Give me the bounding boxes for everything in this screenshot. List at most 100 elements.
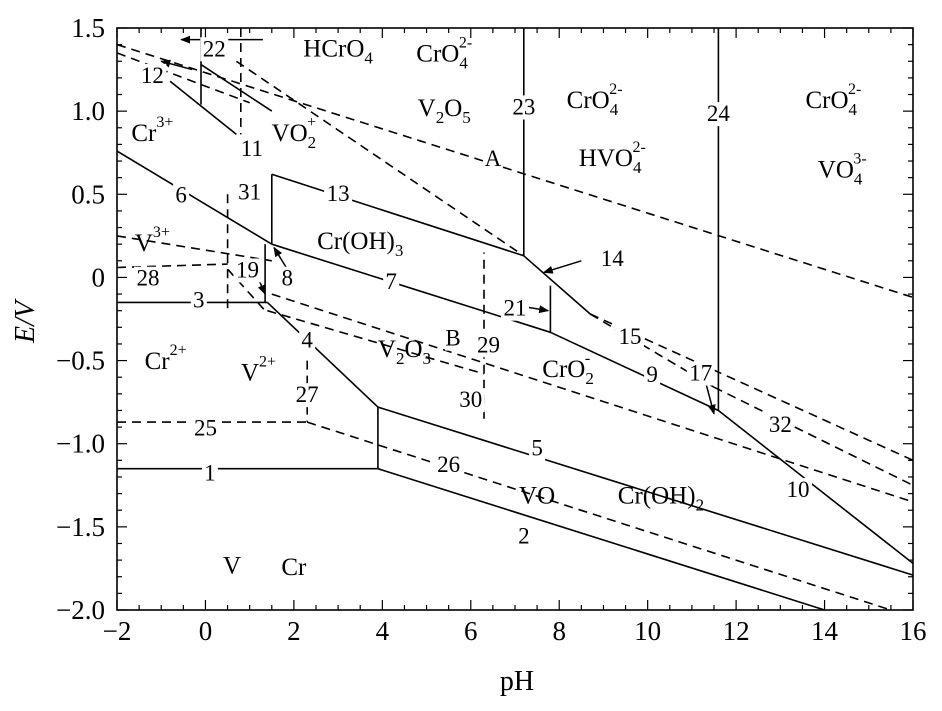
region-label: V2O5 xyxy=(418,95,471,127)
x-tick-label: 14 xyxy=(811,616,839,646)
line-label-1: 1 xyxy=(204,460,216,485)
boundary-line-26 xyxy=(306,421,892,611)
line-label-backing xyxy=(324,181,353,206)
region-label: Cr3+ xyxy=(131,114,173,147)
line-label-backing xyxy=(293,383,322,408)
region-label: Cr xyxy=(281,554,307,581)
region-label: VO xyxy=(519,483,555,510)
line-label-10: 10 xyxy=(787,477,810,502)
boundary-line-13 xyxy=(271,173,525,257)
y-tick-label: −0.5 xyxy=(56,346,105,376)
x-tick-label: 10 xyxy=(634,616,661,646)
line-label-4: 4 xyxy=(301,327,313,352)
boundary-line-6 xyxy=(116,150,273,245)
line-label-backing xyxy=(237,137,266,162)
region-label: V2O3 xyxy=(378,336,431,368)
region-label: Cr(OH)3 xyxy=(317,228,403,260)
boundary-line-9 xyxy=(550,331,719,412)
region-label: VO2+ xyxy=(272,114,317,152)
boundary-line-30 xyxy=(267,309,485,375)
region-label: V2+ xyxy=(241,354,276,387)
line-label-15: 15 xyxy=(618,324,641,349)
line-label-backing xyxy=(279,266,296,291)
line-label-backing xyxy=(133,266,162,291)
line-label-backing xyxy=(383,270,400,295)
line-label-backing xyxy=(200,37,229,62)
region-label: HVO42- xyxy=(579,139,646,177)
line-label-27: 27 xyxy=(296,382,319,407)
boundary-line-14 xyxy=(523,255,591,315)
boundary-line-5 xyxy=(377,406,914,576)
line-label-backing xyxy=(299,328,316,353)
line-label-backing xyxy=(235,180,264,205)
pointer-arrow-14 xyxy=(542,260,582,274)
line-label-7: 7 xyxy=(385,269,397,294)
line-label-backing xyxy=(484,147,501,172)
line-label-6: 6 xyxy=(175,183,187,208)
line-label-backing xyxy=(509,95,538,120)
line-label-22: 22 xyxy=(203,36,226,61)
x-tick-label: 2 xyxy=(287,616,301,646)
pointer-arrow-12 xyxy=(160,59,193,71)
x-tick-label: 16 xyxy=(900,616,927,646)
line-label-backing xyxy=(434,452,463,477)
y-tick-label: 1.0 xyxy=(71,96,105,126)
line-label-backing xyxy=(138,63,167,88)
x-tick-label: 0 xyxy=(199,616,213,646)
y-tick-label: 0.5 xyxy=(71,179,105,209)
line-label-11: 11 xyxy=(241,136,263,161)
line-label-14: 14 xyxy=(601,246,625,271)
line-label-backing xyxy=(501,296,529,321)
boundary-line xyxy=(200,63,273,112)
line-label-backing xyxy=(515,524,532,549)
line-label-A: A xyxy=(485,146,502,171)
line-label-backing xyxy=(456,388,485,413)
boundary-line xyxy=(235,60,525,257)
line-label-8: 8 xyxy=(282,266,294,291)
line-label-backing xyxy=(766,413,795,438)
line-label-9: 9 xyxy=(646,362,658,387)
line-label-backing xyxy=(191,416,220,441)
boundary-line-17 xyxy=(713,386,914,487)
boundary-line-10 xyxy=(717,409,914,565)
boundary-line-A xyxy=(116,43,914,299)
region-label: CrO42- xyxy=(416,34,472,72)
region-label: V xyxy=(223,552,241,579)
x-axis-title: pH xyxy=(500,666,534,697)
line-label-3: 3 xyxy=(193,287,205,312)
line-label-26: 26 xyxy=(437,452,460,477)
line-label-backing xyxy=(704,102,733,127)
region-label: Cr(OH)2 xyxy=(618,483,704,515)
x-axis-ticks: −2 0 2 4 6 8 10 12 14 16 xyxy=(103,28,927,646)
x-tick-label: 12 xyxy=(723,616,750,646)
line-label-12: 12 xyxy=(141,63,164,88)
y-tick-label: −1.0 xyxy=(56,429,105,459)
boundary-line-B xyxy=(271,293,914,503)
boundary-line-19 xyxy=(227,268,266,312)
line-label-backing xyxy=(529,436,546,461)
y-axis-ticks: 1.5 1.0 0.5 0 −0.5 −1.0 −1.5 −2.0 xyxy=(56,13,913,625)
line-label-28: 28 xyxy=(136,266,159,291)
line-label-B: B xyxy=(445,326,460,351)
line-label-17: 17 xyxy=(689,361,712,386)
y-tick-label: −1.5 xyxy=(56,512,105,542)
y-tick-label: 1.5 xyxy=(71,13,105,43)
x-tick-label: 6 xyxy=(464,616,478,646)
line-label-5: 5 xyxy=(531,435,543,460)
line-label-23: 23 xyxy=(512,94,535,119)
boundary-line-4 xyxy=(266,301,379,408)
line-label-backing xyxy=(644,363,661,388)
line-label-backing xyxy=(598,246,627,271)
line-label-31: 31 xyxy=(238,179,261,204)
region-label: VO43- xyxy=(818,151,867,189)
boundary-line xyxy=(116,235,272,262)
y-tick-label: 0 xyxy=(92,262,106,292)
x-tick-label: 8 xyxy=(552,616,566,646)
region-label: CrO2- xyxy=(542,350,594,388)
x-tick-label: 4 xyxy=(376,616,390,646)
line-label-25: 25 xyxy=(194,415,217,440)
region-label: V3+ xyxy=(135,224,170,257)
line-label-backing xyxy=(201,461,218,486)
line-label-backing xyxy=(686,361,715,386)
boundary-line-2 xyxy=(377,467,825,611)
